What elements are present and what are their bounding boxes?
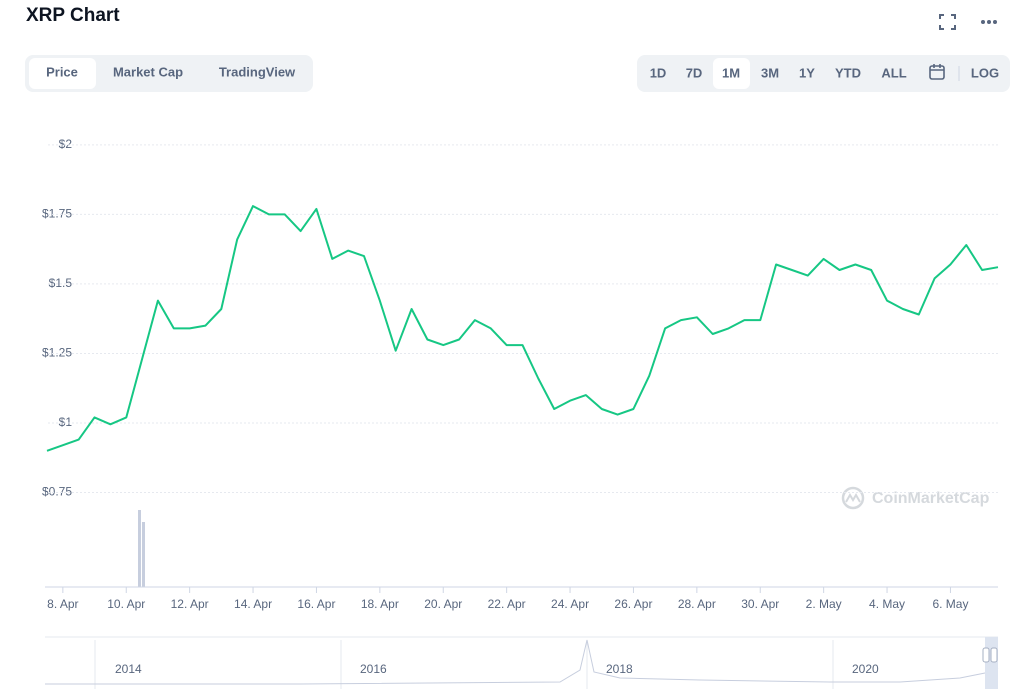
volume-bars [138,510,145,587]
navigator-label: 2020 [852,662,879,676]
x-tick-label: 18. Apr [361,597,399,611]
x-tick-label: 8. Apr [47,597,78,611]
range-button[interactable]: 1Y [799,65,815,80]
x-tick-label: 20. Apr [424,597,462,611]
range-button[interactable]: 7D [686,65,703,80]
x-tick-label: 30. Apr [741,597,779,611]
watermark: CoinMarketCap [841,486,990,510]
x-tick-label: 24. Apr [551,597,589,611]
range-button[interactable]: 1D [650,65,667,80]
calendar-icon[interactable] [929,64,945,80]
tab[interactable]: Market Cap [113,64,183,79]
tab-bar [25,55,313,92]
range-button[interactable]: YTD [835,65,861,80]
y-tick-label: $2 [59,137,73,151]
x-tick-label: 4. May [869,597,905,611]
tab[interactable]: TradingView [219,64,296,79]
x-tick-label: 26. Apr [614,597,652,611]
range-button[interactable]: 3M [761,65,779,80]
x-tick-label: 6. May [932,597,968,611]
price-line [46,205,999,452]
fullscreen-icon[interactable] [939,14,956,30]
range-button[interactable]: ALL [881,65,906,80]
more-icon[interactable] [981,20,997,24]
y-tick-label: $1.5 [49,276,73,290]
page-title: XRP Chart [26,5,120,26]
tab[interactable]: Price [46,64,78,79]
navigator-label: 2016 [360,662,387,676]
active-tab-bg [29,58,96,89]
y-tick-label: $1 [59,415,73,429]
range-button[interactable]: 1M [722,65,740,80]
x-tick-label: 16. Apr [297,597,335,611]
x-tick-label: 28. Apr [678,597,716,611]
navigator-label: 2018 [606,662,633,676]
navigator [45,636,999,689]
x-tick-label: 12. Apr [171,597,209,611]
x-tick-label: 2. May [806,597,842,611]
x-tick-label: 22. Apr [488,597,526,611]
range-button[interactable]: LOG [971,65,999,80]
navigator-label: 2014 [115,662,142,676]
y-tick-label: $0.75 [42,485,72,499]
y-tick-label: $1.25 [42,346,72,360]
y-tick-label: $1.75 [42,207,72,221]
active-range-bg [713,58,750,89]
x-tick-label: 14. Apr [234,597,272,611]
x-tick-label: 10. Apr [107,597,145,611]
watermark-text: CoinMarketCap [872,490,990,507]
